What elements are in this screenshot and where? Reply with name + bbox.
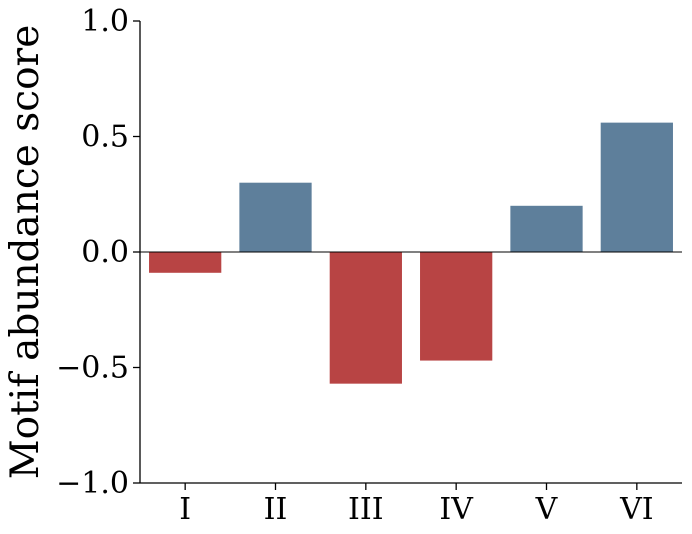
bar-IV — [420, 252, 493, 361]
x-tick-label: VI — [619, 492, 654, 527]
y-tick-label: 0.0 — [81, 235, 129, 270]
x-ticks-group: I II III IV V VI — [179, 483, 654, 527]
bar-III — [329, 252, 402, 384]
x-tick-label: III — [348, 492, 384, 527]
bars-group — [149, 122, 673, 384]
y-ticks-group: −1.0 −0.5 0.0 0.5 1.0 — [56, 4, 140, 501]
x-tick-label: I — [179, 492, 191, 527]
bar-V — [510, 205, 583, 252]
y-tick-label: 1.0 — [81, 4, 129, 39]
y-tick-label: 0.5 — [81, 120, 129, 155]
x-tick-label: IV — [439, 492, 474, 527]
bar-VI — [600, 122, 673, 252]
bar-II — [239, 182, 312, 252]
y-tick-label: −0.5 — [56, 351, 129, 386]
bar-I — [149, 252, 222, 273]
y-axis-label: Motif abundance score — [3, 25, 48, 480]
x-tick-label: II — [264, 492, 288, 527]
x-tick-label: V — [535, 492, 559, 527]
y-tick-label: −1.0 — [56, 466, 129, 501]
